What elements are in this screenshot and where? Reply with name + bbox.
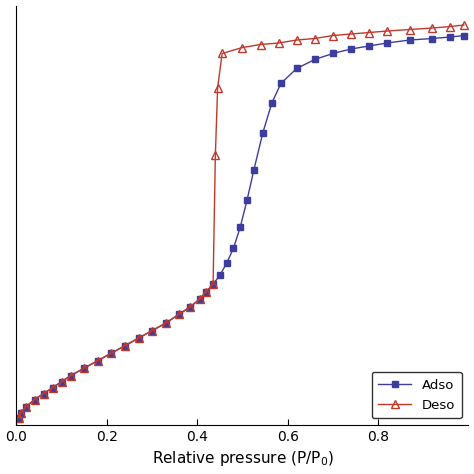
Adso <box>149 328 155 334</box>
Adso <box>461 33 467 38</box>
Deso <box>461 22 467 28</box>
Adso <box>244 198 250 203</box>
Adso <box>237 224 243 230</box>
Adso <box>366 43 372 49</box>
Adso <box>278 81 284 86</box>
Deso <box>203 289 209 294</box>
Deso <box>163 320 168 326</box>
Deso <box>95 358 100 364</box>
Adso <box>269 100 275 106</box>
Adso <box>68 373 73 378</box>
Deso <box>23 404 28 410</box>
Deso <box>122 343 128 348</box>
Adso <box>82 365 87 371</box>
Adso <box>260 130 265 136</box>
Deso <box>188 304 193 310</box>
Deso <box>330 33 336 38</box>
Deso <box>258 42 264 47</box>
Adso <box>217 273 223 278</box>
Adso <box>109 350 114 356</box>
Adso <box>251 167 256 173</box>
Deso <box>219 51 225 56</box>
Line: Adso: Adso <box>16 32 467 420</box>
Deso <box>215 85 220 91</box>
Adso <box>41 391 46 396</box>
Deso <box>366 30 372 36</box>
Adso <box>330 51 336 56</box>
Deso <box>276 40 282 46</box>
Deso <box>32 397 37 402</box>
Adso <box>163 320 168 326</box>
Adso <box>230 246 236 251</box>
X-axis label: Relative pressure (P/P$_0$): Relative pressure (P/P$_0$) <box>152 449 333 468</box>
Deso <box>197 296 202 302</box>
Adso <box>224 260 229 266</box>
Adso <box>348 46 354 52</box>
Deso <box>384 28 390 34</box>
Deso <box>149 328 155 334</box>
Adso <box>18 410 24 416</box>
Deso <box>212 153 218 158</box>
Deso <box>18 410 24 416</box>
Deso <box>407 27 412 32</box>
Adso <box>95 358 100 364</box>
Adso <box>23 404 28 410</box>
Line: Deso: Deso <box>15 21 468 422</box>
Adso <box>50 385 55 391</box>
Adso <box>16 415 22 420</box>
Deso <box>59 379 64 384</box>
Deso <box>41 391 46 396</box>
Deso <box>109 350 114 356</box>
Adso <box>384 40 390 46</box>
Adso <box>59 379 64 384</box>
Deso <box>429 25 435 31</box>
Adso <box>447 34 453 40</box>
Adso <box>294 65 300 71</box>
Adso <box>429 36 435 41</box>
Adso <box>197 296 202 302</box>
Adso <box>122 343 128 348</box>
Deso <box>50 385 55 391</box>
Adso <box>176 311 182 317</box>
Deso <box>136 335 141 341</box>
Deso <box>312 36 318 41</box>
Deso <box>16 415 22 420</box>
Deso <box>210 282 216 287</box>
Deso <box>348 31 354 37</box>
Adso <box>312 57 318 63</box>
Deso <box>240 45 246 50</box>
Adso <box>203 289 209 294</box>
Deso <box>68 373 73 378</box>
Adso <box>210 282 216 287</box>
Adso <box>32 397 37 402</box>
Adso <box>136 335 141 341</box>
Adso <box>407 37 412 43</box>
Deso <box>447 24 453 29</box>
Deso <box>294 37 300 43</box>
Adso <box>188 304 193 310</box>
Deso <box>82 365 87 371</box>
Deso <box>176 311 182 317</box>
Legend: Adso, Deso: Adso, Deso <box>372 372 462 419</box>
